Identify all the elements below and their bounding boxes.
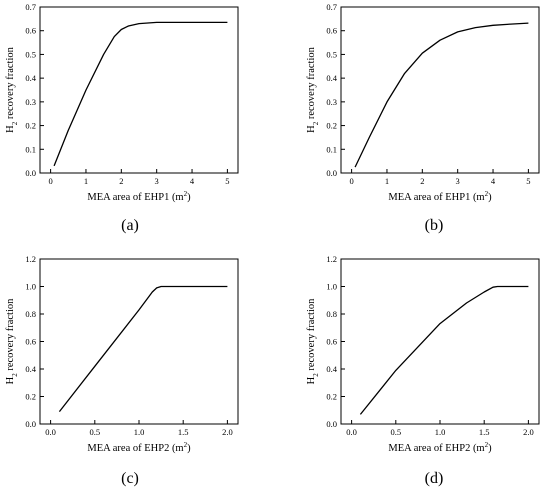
x-tick-label: 1.5 (178, 427, 189, 437)
x-tick-label: 2 (420, 176, 424, 186)
panel-label: (c) (121, 470, 139, 487)
x-axis-label: MEA area of EHP1 (m2) (388, 190, 492, 203)
y-tick-label: 0.1 (25, 144, 36, 154)
x-tick-label: 5 (526, 176, 530, 186)
x-tick-label: 0 (48, 176, 52, 186)
x-tick-label: 2 (119, 176, 123, 186)
y-axis-label: H2 recovery fraction (306, 46, 320, 132)
y-tick-label: 0.2 (25, 121, 36, 131)
y-tick-label: 0.3 (25, 97, 36, 107)
panel-label: (a) (121, 217, 139, 234)
x-tick-label: 0.0 (346, 427, 357, 437)
panel-label: (b) (425, 217, 444, 234)
plot-frame (340, 6, 540, 174)
y-tick-label: 0.7 (326, 2, 337, 12)
y-tick-label: 0.4 (25, 73, 36, 83)
panel-label: (d) (425, 470, 444, 487)
x-tick-label: 3 (155, 176, 159, 186)
x-axis-label: MEA area of EHP2 (m2) (87, 441, 191, 454)
chart-panel-1: 0 1 2 3 4 5 0.0 0.1 0.2 0.3 0.4 0.5 0.6 0.7 MEA area o… (5, 2, 239, 234)
x-tick-label: 1 (84, 176, 88, 186)
x-tick-label: 4 (491, 176, 496, 186)
y-tick-label: 1.2 (25, 254, 36, 264)
y-tick-label: 0.5 (25, 49, 36, 59)
y-tick-label: 0.2 (25, 392, 36, 402)
series-line (53, 21, 228, 167)
y-tick-label: 0.0 (326, 419, 337, 429)
x-tick-label: 5 (225, 176, 229, 186)
x-tick-label: 2.0 (222, 427, 233, 437)
y-tick-label: 0.2 (326, 121, 337, 131)
x-tick-label: 1 (385, 176, 389, 186)
y-tick-label: 0.7 (25, 2, 36, 12)
series-line (354, 22, 529, 168)
plot-frame (39, 6, 239, 174)
y-tick-label: 0.2 (326, 392, 337, 402)
x-tick-label: 0.0 (45, 427, 56, 437)
x-tick-label: 0.5 (390, 427, 401, 437)
y-axis-label: H2 recovery fraction (5, 298, 19, 384)
y-tick-label: 0.8 (326, 309, 337, 319)
x-tick-label: 0 (349, 176, 353, 186)
x-tick-label: 3 (456, 176, 460, 186)
series-line (58, 285, 228, 413)
y-tick-label: 0.4 (326, 73, 337, 83)
chart-panel-4: 0.0 0.5 1.0 1.5 2.0 0.0 0.2 0.4 0.6 0.8 1.0 1.2 MEA … (306, 254, 540, 487)
y-tick-label: 0.1 (326, 144, 337, 154)
series-line (359, 285, 529, 415)
chart-panel-3: 0.0 0.5 1.0 1.5 2.0 0.0 0.2 0.4 0.6 0.8 1.0 1.2 MEA … (5, 254, 239, 487)
y-tick-label: 0.3 (326, 97, 337, 107)
x-tick-label: 1.0 (435, 427, 446, 437)
y-tick-label: 0.5 (326, 49, 337, 59)
y-tick-label: 0.0 (25, 419, 36, 429)
x-tick-label: 1.5 (479, 427, 490, 437)
y-tick-label: 0.4 (326, 364, 337, 374)
y-tick-label: 0.6 (25, 26, 36, 36)
y-tick-label: 0.8 (25, 309, 36, 319)
y-tick-label: 0.6 (326, 337, 337, 347)
y-tick-label: 0.0 (326, 168, 337, 178)
y-tick-label: 0.6 (25, 337, 36, 347)
y-axis-label: H2 recovery fraction (5, 46, 19, 132)
plot-frame (340, 258, 540, 425)
y-tick-label: 0.0 (25, 168, 36, 178)
y-tick-label: 0.4 (25, 364, 36, 374)
x-tick-label: 4 (190, 176, 195, 186)
y-axis-label: H2 recovery fraction (306, 298, 320, 384)
y-tick-label: 0.6 (326, 26, 337, 36)
y-tick-label: 1.0 (326, 282, 337, 292)
x-tick-label: 0.5 (89, 427, 100, 437)
x-axis-label: MEA area of EHP1 (m2) (87, 190, 191, 203)
chart-panel-2: 0 1 2 3 4 5 0.0 0.1 0.2 0.3 0.4 0.5 0.6 0.7 MEA area o… (306, 2, 540, 234)
x-tick-label: 2.0 (523, 427, 534, 437)
x-axis-label: MEA area of EHP2 (m2) (388, 441, 492, 454)
y-tick-label: 1.0 (25, 282, 36, 292)
y-tick-label: 1.2 (326, 254, 337, 264)
x-tick-label: 1.0 (134, 427, 145, 437)
